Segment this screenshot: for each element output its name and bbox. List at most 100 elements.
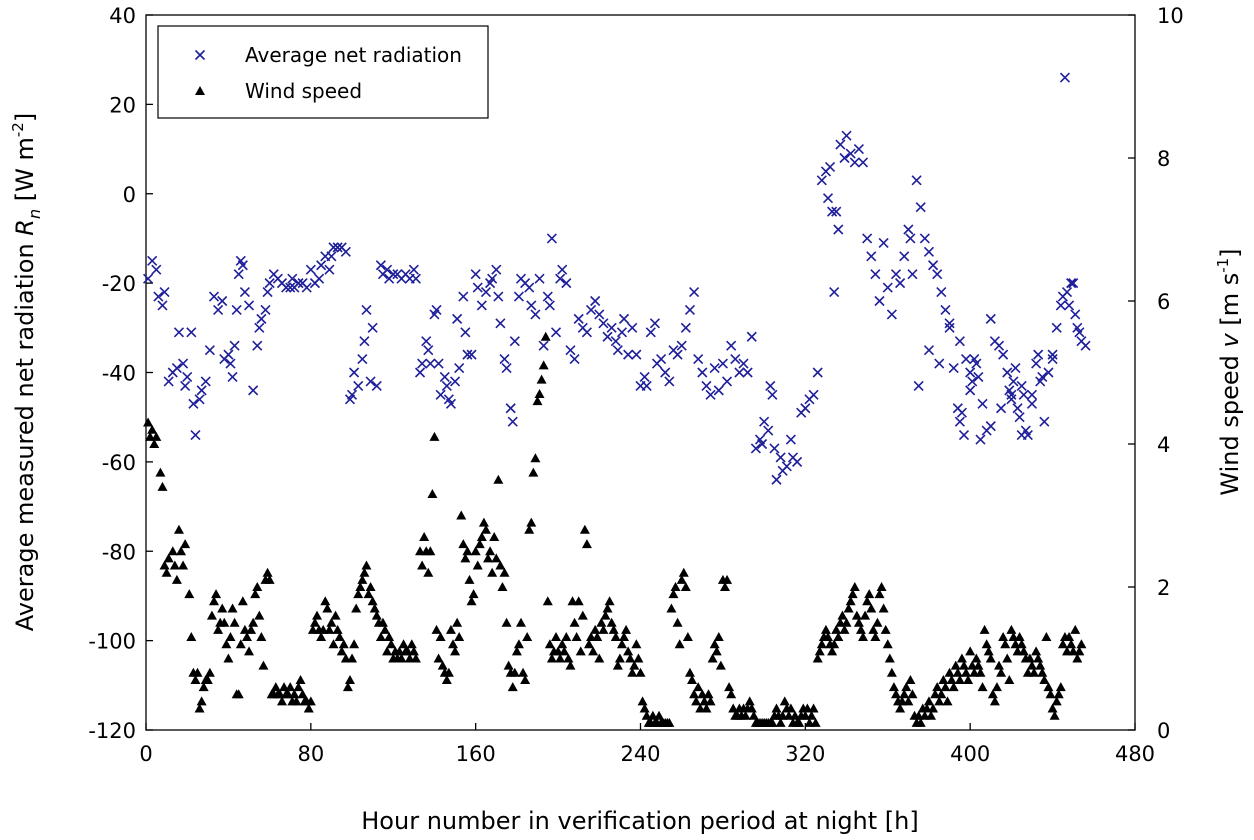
wind-speed-point [576,646,586,655]
net-radiation-point [657,355,666,364]
wind-speed-point [366,582,376,591]
net-radiation-point [197,386,206,395]
net-radiation-point [574,314,583,323]
net-radiation-point [451,377,460,386]
net-radiation-point [436,390,445,399]
wind-speed-point [469,589,479,598]
net-radiation-point [187,328,196,337]
wind-speed-point [965,646,975,655]
net-radiation-point [986,422,995,431]
wind-speed-point [537,375,547,384]
wind-speed-point [456,511,466,520]
wind-speed-point [543,596,553,605]
net-radiation-point [850,158,859,167]
net-radiation-point [570,355,579,364]
net-radiation-point [826,162,835,171]
wind-speed-point [419,532,429,541]
right-y-tick-label: 2 [1157,576,1170,600]
net-radiation-point [341,247,350,256]
net-radiation-point [416,368,425,377]
net-radiation-point [677,341,686,350]
wind-speed-point [263,568,273,577]
net-radiation-point [908,270,917,279]
wind-speed-point [143,418,153,427]
wind-speed-point [582,539,592,548]
right-y-axis: 0246810 [1128,4,1184,743]
net-radiation-point [195,395,204,404]
wind-speed-point [551,632,561,641]
net-radiation-point [935,359,944,368]
net-radiation-point [535,274,544,283]
net-radiation-point [727,341,736,350]
net-radiation-point [327,252,336,261]
net-radiation-point [772,475,781,484]
wind-speed-point [487,568,497,577]
net-radiation-point [263,288,272,297]
net-radiation-point [1027,399,1036,408]
wind-speed-point [458,539,468,548]
wind-speed-point [821,625,831,634]
net-radiation-point [372,381,381,390]
net-radiation-point [887,310,896,319]
net-radiation-point [611,337,620,346]
net-radiation-point [1027,390,1036,399]
wind-speed-point [631,639,641,648]
wind-speed-point [252,582,262,591]
wind-speed-point [172,575,182,584]
net-radiation-point [461,328,470,337]
net-radiation-point [640,372,649,381]
wind-speed-point [809,704,819,713]
wind-speed-point [345,675,355,684]
net-radiation-point [226,359,235,368]
left-y-tick-label: -80 [102,540,136,564]
net-radiation-point [224,350,233,359]
left-y-axis: -120-100-80-60-40-2002040 [88,4,153,743]
wind-speed-point [621,625,631,634]
wind-speed-point [429,432,439,441]
net-radiation-point [191,431,200,440]
wind-speed-point [685,668,695,677]
net-radiation-point [698,368,707,377]
wind-speed-point [852,611,862,620]
net-radiation-point [613,346,622,355]
wind-speed-point [1041,632,1051,641]
net-radiation-point [710,364,719,373]
net-radiation-point [624,350,633,359]
wind-speed-point [258,661,268,670]
wind-speed-point [541,332,551,341]
net-radiation-point [620,314,629,323]
net-radiation-point [937,288,946,297]
net-radiation-point [473,283,482,292]
wind-speed-point [207,611,217,620]
net-radiation-point [556,274,565,283]
wind-speed-point [331,611,341,620]
x-tick-label: 80 [297,742,324,766]
net-radiation-point [552,328,561,337]
left-y-axis-title: Average measured net radiation Rn [W m-2… [9,113,44,631]
net-radiation-point [358,355,367,364]
net-radiation-point [547,234,556,243]
net-radiation-point [288,274,297,283]
net-radiation-point [525,283,534,292]
net-radiation-point [883,283,892,292]
net-radiation-point [603,332,612,341]
wind-speed-point [351,603,361,612]
wind-speed-point [526,518,536,527]
net-radiation-point [426,359,435,368]
net-radiation-point [646,328,655,337]
net-radiation-point [492,265,501,274]
net-radiation-point [976,435,985,444]
net-radiation-point [941,305,950,314]
wind-speed-point [872,618,882,627]
wind-speed-point [464,575,474,584]
wind-speed-point [889,682,899,691]
net-radiation-point [760,417,769,426]
right-y-tick-label: 6 [1157,290,1170,314]
net-radiation-point [867,252,876,261]
net-radiation-point [904,225,913,234]
net-radiation-point [455,364,464,373]
x-tick-label: 480 [1115,742,1155,766]
wind-speed-point [780,696,790,705]
net-radiation-point [823,194,832,203]
wind-speed-point [561,632,571,641]
